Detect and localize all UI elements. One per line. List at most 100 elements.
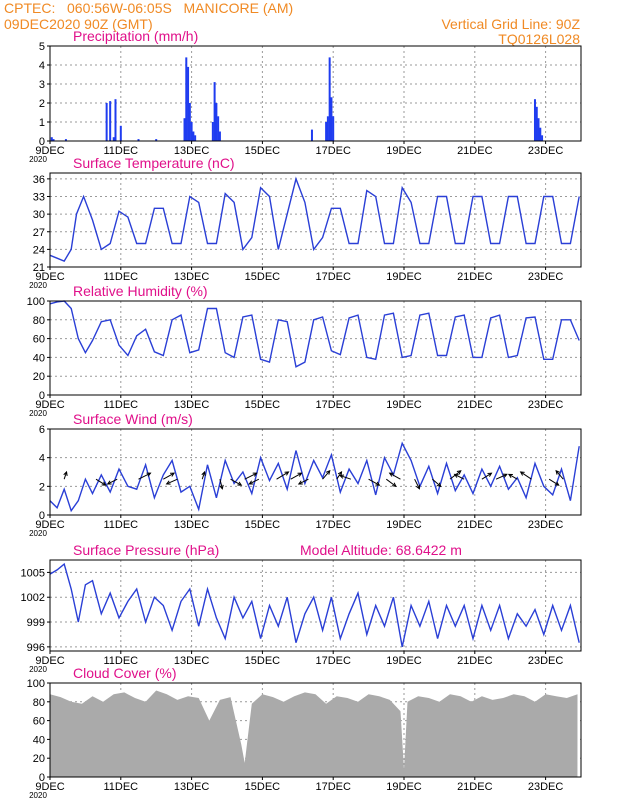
panel-6-ytick-label: 60 xyxy=(33,716,45,728)
panel-4-wind-vector xyxy=(219,479,223,489)
panel-6-xtick-label: 21DEC xyxy=(457,781,493,793)
panel-1-bar xyxy=(192,131,195,141)
panel-4-wind-vector xyxy=(290,472,302,480)
panel-2-xtick-label: 13DEC xyxy=(174,271,210,283)
panel-1-bar xyxy=(330,97,333,141)
panel-1-bar xyxy=(190,122,193,141)
panel-4-ytick-label: 2 xyxy=(39,481,45,493)
panel-5-xtick-label: 23DEC xyxy=(528,655,564,667)
panel-4-wind-arrowhead xyxy=(237,481,243,486)
panel-3-xtick-label: 19DEC xyxy=(386,399,422,411)
panel-4-wind-vector xyxy=(107,478,118,485)
panel-5-ytick-label: 996 xyxy=(27,642,45,654)
panel-4-xtick-label: 11DEC xyxy=(103,519,138,531)
panel-6-xtick-label: 23DEC xyxy=(528,781,564,793)
panel-4-wind-arrowhead xyxy=(554,481,560,486)
panel-4-wind-arrowhead xyxy=(101,481,107,486)
panel-4-wind-vector xyxy=(230,478,242,486)
panel-4-wind-vector xyxy=(249,478,260,485)
panel-3-frame xyxy=(49,300,582,396)
panel-1-bar xyxy=(539,127,542,141)
panel-4-wind-arrowhead xyxy=(555,469,560,475)
panel-3-xtick-label: 21DEC xyxy=(457,399,493,411)
panel-1-bar xyxy=(213,82,216,141)
panel-1-ytick-label: 0 xyxy=(39,136,45,148)
panel-1-bar xyxy=(64,139,67,141)
panel-1-title: Precipitation (mm/h) xyxy=(73,28,198,44)
panel-1-xtick-label: 21DEC xyxy=(457,145,493,157)
panel-4-wind-arrowhead xyxy=(487,472,493,477)
panel-4-wind-arrowhead xyxy=(337,471,343,476)
panel-6-frame xyxy=(49,682,582,778)
panel-2-xtick-label: 23DEC xyxy=(528,271,564,283)
panel-1-bar xyxy=(109,101,112,141)
panel-4-wind-vector xyxy=(244,472,257,480)
panel-1-ytick-label: 2 xyxy=(39,98,45,110)
panel-6-xtick-label: 17DEC xyxy=(315,781,351,793)
panel-2-series-line xyxy=(49,176,580,262)
panel-2-xtick-label: 9DEC xyxy=(35,271,64,283)
panel-1-bar xyxy=(217,116,220,141)
panel-5-series-line xyxy=(49,562,580,648)
panel-1-bar xyxy=(105,103,108,141)
panel-4-wind-arrowhead xyxy=(391,482,397,488)
panel-5-xtick-label: 11DEC xyxy=(103,655,138,667)
panel-4-wind-vector xyxy=(336,471,342,480)
panel-1-year-label: 2020 xyxy=(29,155,47,164)
panel-4-wind-vector xyxy=(431,478,442,487)
panel-6-xtick-label: 13DEC xyxy=(174,781,210,793)
panel-4-ytick-label: 4 xyxy=(39,453,45,465)
panel-3-series-line xyxy=(49,300,580,368)
panel-4-wind-vector xyxy=(555,470,564,480)
panel-3-ytick-label: 40 xyxy=(33,352,45,364)
panel-4-wind-arrowhead xyxy=(252,472,258,477)
panel-4-wind-vector xyxy=(166,478,178,485)
panel-4-wind-arrowhead xyxy=(325,469,331,475)
panel-2-ytick-label: 27 xyxy=(33,227,45,239)
panel-4-xtick-label: 17DEC xyxy=(315,519,351,531)
panel-1-bar xyxy=(541,135,544,141)
panel-6-title: Cloud Cover (%) xyxy=(73,665,176,681)
panel-1-ytick-label: 5 xyxy=(39,41,45,53)
panel-1-bar xyxy=(50,137,53,141)
panel-5-annotation: Model Altitude: 68.6422 m xyxy=(300,542,462,558)
panel-1-bar xyxy=(535,106,538,141)
panel-4-wind-vector xyxy=(385,478,397,487)
panel-4-wind-arrowhead xyxy=(284,471,290,476)
panel-4-xtick-label: 21DEC xyxy=(457,519,493,531)
panel-4-wind-arrowhead xyxy=(106,480,112,485)
panel-3-year-label: 2020 xyxy=(29,409,47,418)
panel-2-ytick-label: 33 xyxy=(33,192,45,204)
panel-4-wind-vector xyxy=(454,473,465,480)
panel-4-wind-vector xyxy=(201,471,206,480)
panel-4-title: Surface Wind (m/s) xyxy=(73,411,193,427)
panel-4-wind-arrowhead xyxy=(436,482,442,488)
panel-6-ytick-label: 40 xyxy=(33,734,45,746)
panel-2-year-label: 2020 xyxy=(29,281,47,290)
panel-3-xtick-label: 23DEC xyxy=(528,399,564,411)
panel-3-ytick-label: 0 xyxy=(39,390,45,402)
panel-1-bar xyxy=(112,137,115,141)
panel-4-xtick-label: 15DEC xyxy=(245,519,281,531)
panel-2-ytick-label: 36 xyxy=(33,174,45,186)
panel-2-title: Surface Temperature (nC) xyxy=(73,155,235,171)
panel-4-wind-vector xyxy=(414,478,420,489)
panel-4-wind-vector xyxy=(548,478,560,486)
panel-4-wind-arrowhead xyxy=(201,470,206,476)
panel-4-wind-vector xyxy=(298,478,309,485)
header-grid-line-right: Vertical Grid Line: 90Z xyxy=(441,16,580,32)
panel-1-bar xyxy=(328,57,331,141)
panel-6-xtick-label: 15DEC xyxy=(245,781,281,793)
panel-5-frame xyxy=(49,559,582,652)
panel-4-wind-arrowhead xyxy=(297,472,303,477)
panel-4-wind-vector xyxy=(163,472,175,480)
panel-4-wind-arrowhead xyxy=(388,472,394,477)
panel-6-area xyxy=(50,690,578,777)
panel-4-wind-vector xyxy=(481,472,492,480)
panel-5-title: Surface Pressure (hPa) xyxy=(73,542,219,558)
panel-1-bar xyxy=(188,103,191,141)
panel-3-xtick-label: 9DEC xyxy=(35,399,64,411)
panel-4-wind-arrowhead xyxy=(502,473,508,478)
panel-4-wind-vector xyxy=(339,475,352,480)
panel-6-ytick-label: 100 xyxy=(27,678,45,690)
